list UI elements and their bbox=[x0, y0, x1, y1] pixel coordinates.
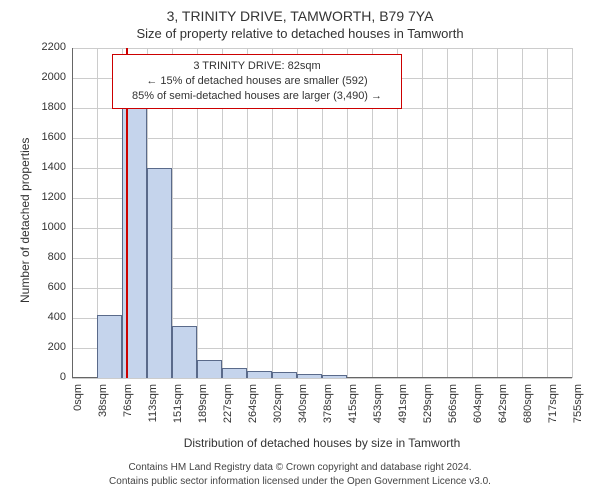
x-tick-label: 113sqm bbox=[147, 384, 159, 434]
gridline-vertical bbox=[447, 48, 448, 378]
histogram-bar bbox=[172, 326, 197, 379]
x-tick-label: 680sqm bbox=[522, 384, 534, 434]
y-tick-label: 400 bbox=[30, 311, 66, 323]
chart-container: 3, TRINITY DRIVE, TAMWORTH, B79 7YA Size… bbox=[0, 0, 600, 500]
y-tick-label: 800 bbox=[30, 251, 66, 263]
x-tick-label: 189sqm bbox=[197, 384, 209, 434]
gridline-horizontal bbox=[72, 378, 572, 379]
x-tick-label: 415sqm bbox=[347, 384, 359, 434]
x-tick-label: 76sqm bbox=[122, 384, 134, 434]
y-axis-line bbox=[72, 48, 73, 378]
gridline-vertical bbox=[547, 48, 548, 378]
annotation-line-1: 3 TRINITY DRIVE: 82sqm bbox=[121, 59, 393, 74]
x-tick-label: 151sqm bbox=[172, 384, 184, 434]
histogram-bar bbox=[247, 371, 272, 379]
y-tick-label: 1200 bbox=[30, 191, 66, 203]
gridline-vertical bbox=[572, 48, 573, 378]
histogram-bar bbox=[97, 315, 122, 378]
x-tick-label: 0sqm bbox=[72, 384, 84, 434]
x-tick-label: 566sqm bbox=[447, 384, 459, 434]
histogram-bar bbox=[297, 374, 322, 379]
y-tick-label: 1000 bbox=[30, 221, 66, 233]
y-axis-label: Number of detached properties bbox=[18, 138, 32, 303]
histogram-bar bbox=[197, 360, 222, 378]
x-tick-label: 491sqm bbox=[397, 384, 409, 434]
gridline-vertical bbox=[472, 48, 473, 378]
x-tick-label: 38sqm bbox=[97, 384, 109, 434]
y-tick-label: 600 bbox=[30, 281, 66, 293]
x-tick-label: 227sqm bbox=[222, 384, 234, 434]
x-tick-label: 604sqm bbox=[472, 384, 484, 434]
x-tick-label: 717sqm bbox=[547, 384, 559, 434]
footer-line-1: Contains HM Land Registry data © Crown c… bbox=[0, 462, 600, 473]
x-tick-label: 340sqm bbox=[297, 384, 309, 434]
x-tick-label: 264sqm bbox=[247, 384, 259, 434]
title-main: 3, TRINITY DRIVE, TAMWORTH, B79 7YA bbox=[0, 8, 600, 24]
x-axis-label: Distribution of detached houses by size … bbox=[72, 436, 572, 450]
annotation-box: 3 TRINITY DRIVE: 82sqm ← 15% of detached… bbox=[112, 54, 402, 109]
gridline-vertical bbox=[497, 48, 498, 378]
x-tick-label: 642sqm bbox=[497, 384, 509, 434]
x-tick-label: 755sqm bbox=[572, 384, 584, 434]
x-tick-label: 302sqm bbox=[272, 384, 284, 434]
y-tick-label: 1400 bbox=[30, 161, 66, 173]
title-sub: Size of property relative to detached ho… bbox=[0, 26, 600, 41]
y-tick-label: 200 bbox=[30, 341, 66, 353]
gridline-vertical bbox=[422, 48, 423, 378]
histogram-bar bbox=[272, 372, 297, 378]
y-tick-label: 2000 bbox=[30, 71, 66, 83]
histogram-bar bbox=[147, 168, 172, 378]
histogram-bar bbox=[222, 368, 247, 379]
y-tick-label: 1600 bbox=[30, 131, 66, 143]
histogram-bar bbox=[322, 375, 347, 378]
x-tick-label: 529sqm bbox=[422, 384, 434, 434]
x-tick-label: 453sqm bbox=[372, 384, 384, 434]
y-tick-label: 1800 bbox=[30, 101, 66, 113]
y-tick-label: 0 bbox=[30, 371, 66, 383]
annotation-line-3: 85% of semi-detached houses are larger (… bbox=[121, 89, 393, 104]
annotation-line-2: ← 15% of detached houses are smaller (59… bbox=[121, 74, 393, 89]
footer-line-2: Contains public sector information licen… bbox=[0, 476, 600, 487]
y-tick-label: 2200 bbox=[30, 41, 66, 53]
gridline-vertical bbox=[522, 48, 523, 378]
x-tick-label: 378sqm bbox=[322, 384, 334, 434]
